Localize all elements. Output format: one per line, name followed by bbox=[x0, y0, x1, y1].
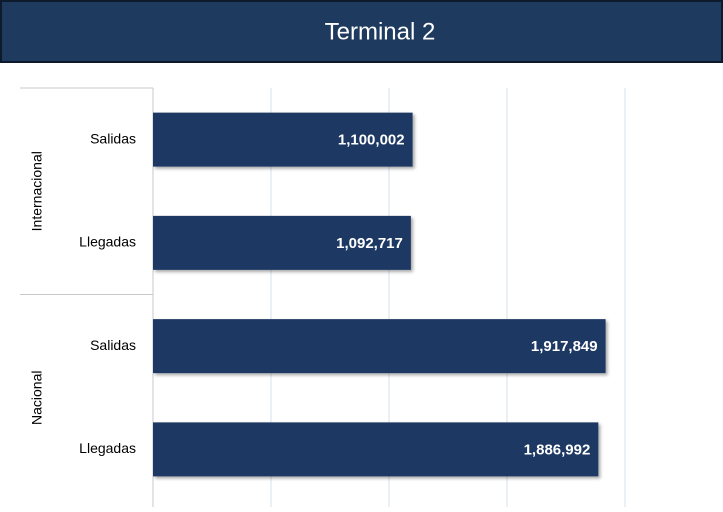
value-label: 1,092,717 bbox=[336, 235, 403, 252]
bar bbox=[153, 422, 599, 477]
bar bbox=[153, 319, 606, 374]
chart-title: Terminal 2 bbox=[325, 18, 436, 45]
bar bbox=[153, 112, 413, 167]
title-banner bbox=[0, 0, 723, 63]
value-label: 1,886,992 bbox=[524, 441, 591, 458]
bar bbox=[153, 215, 411, 270]
group-label: Internacional bbox=[29, 151, 45, 231]
y-tick-label: Salidas bbox=[90, 130, 136, 146]
value-label: 1,100,002 bbox=[338, 132, 405, 149]
y-tick-label: Salidas bbox=[90, 337, 136, 353]
y-tick-label: Llegadas bbox=[79, 440, 136, 456]
group-label: Nacional bbox=[29, 371, 45, 425]
y-tick-label: Llegadas bbox=[79, 234, 136, 250]
value-label: 1,917,849 bbox=[531, 338, 598, 355]
